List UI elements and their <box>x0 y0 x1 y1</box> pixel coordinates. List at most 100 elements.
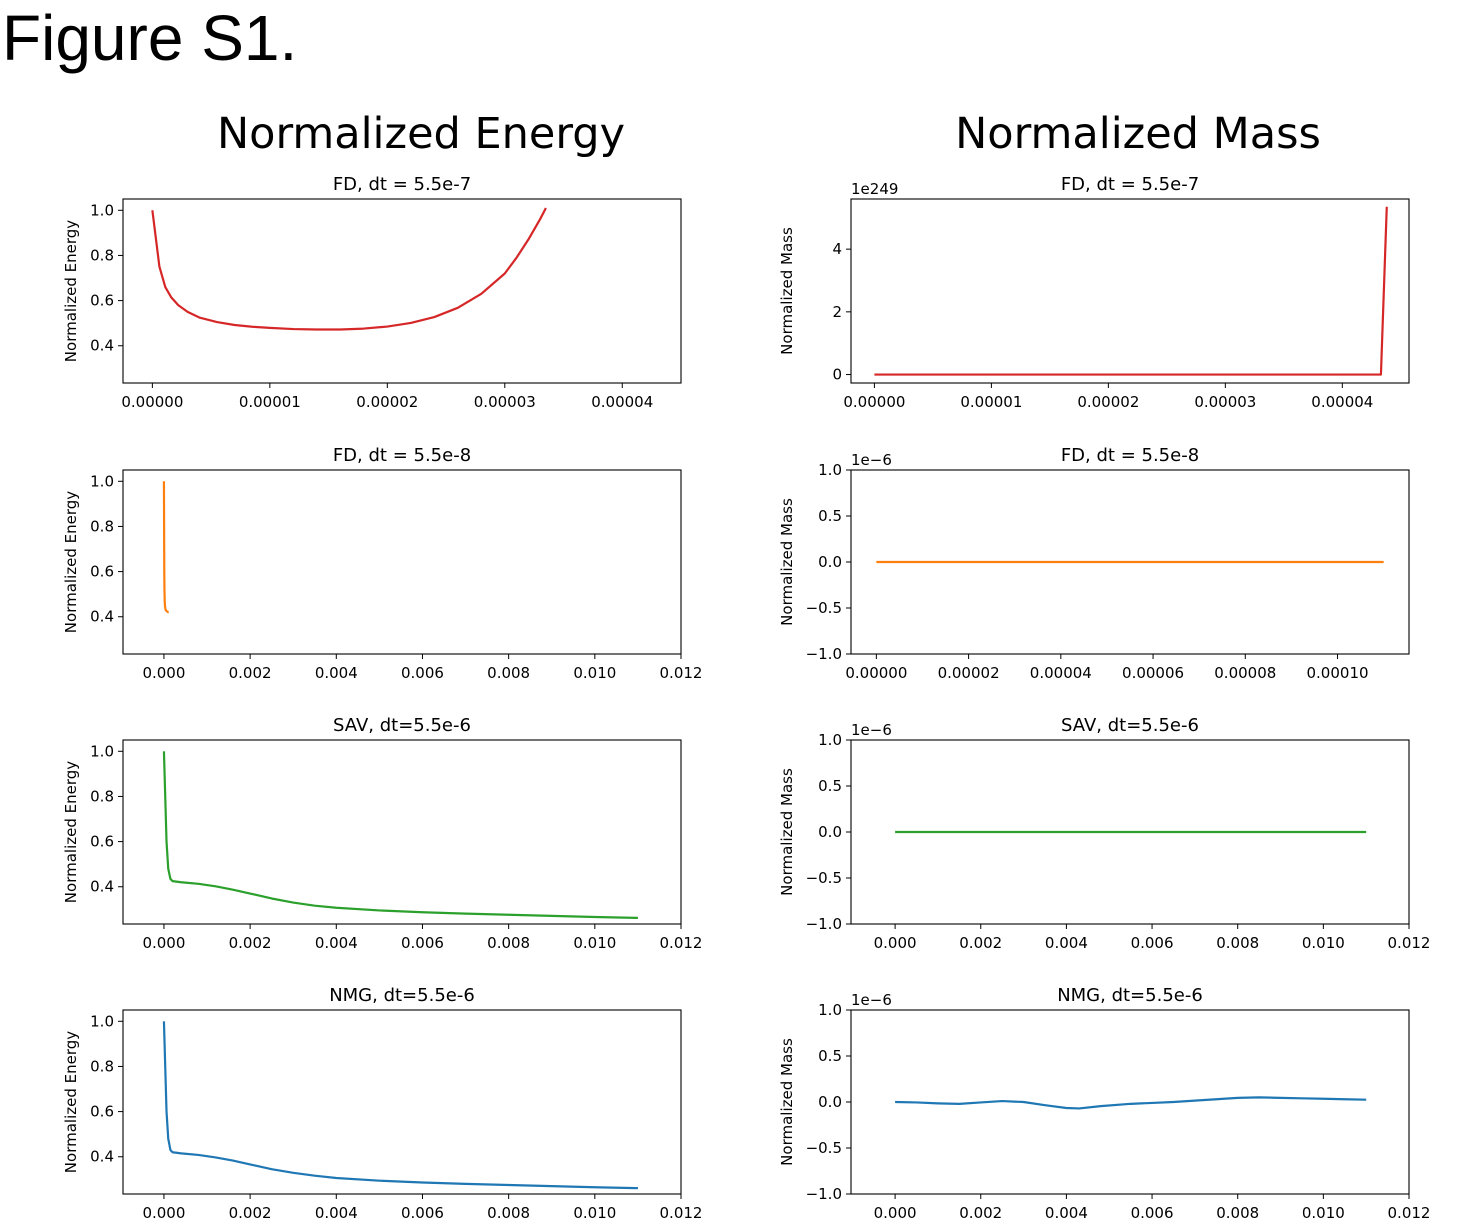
panel-3-x-tick-label: 0.002 <box>229 934 272 952</box>
column-title-mass: Normalized Mass <box>955 109 1321 159</box>
panel-5-x-tick-label: 0.00004 <box>1311 393 1373 411</box>
panel-6-title: FD, dt = 5.5e-8 <box>1061 445 1199 466</box>
panel-8-offset-text: 1e−6 <box>851 991 892 1009</box>
panel-4-axes-frame <box>122 1009 682 1195</box>
panel-3-x-tick-label: 0.012 <box>660 934 703 952</box>
panel-7-x-tick-label: 0.012 <box>1388 934 1431 952</box>
panel-3-x-tick-label: 0.004 <box>315 934 358 952</box>
panel-3-x-tick-label: 0.010 <box>573 934 616 952</box>
panel-1: 0.00000 0.00001 0.00002 0.00003 0.00004 0.4 0.… <box>62 174 682 411</box>
panel-8-axes-frame <box>850 1009 1410 1195</box>
panel-2-x-tick-label: 0.006 <box>401 664 444 682</box>
panel-5: 0.00000 0.00001 0.00002 0.00003 0.00004 0 2 4 FD… <box>778 174 1410 411</box>
panel-3-x-tick-label: 0.006 <box>401 934 444 952</box>
panel-3-axes-frame <box>122 739 682 925</box>
column-title-energy: Normalized Energy <box>216 109 626 159</box>
panel-1-x-tick-label: 0.00004 <box>591 393 653 411</box>
figure-title: Figure S1. <box>2 2 298 74</box>
panel-4-y-tick-label: 1.0 <box>90 1012 114 1030</box>
panel-2-y-tick-label: 1.0 <box>90 472 114 490</box>
panel-8-y-tick-label: −0.5 <box>806 1139 842 1157</box>
panel-7-x-tick-label: 0.006 <box>1131 934 1174 952</box>
panel-4-x-tick-label: 0.000 <box>142 1204 185 1222</box>
panel-7-offset-text: 1e−6 <box>851 721 892 739</box>
panel-4-y-tick-label: 0.8 <box>90 1057 114 1075</box>
panel-7-x-tick-label: 0.008 <box>1216 934 1259 952</box>
panel-3-y-tick-label: 0.4 <box>90 878 114 896</box>
panel-6-y-tick-label: 0.5 <box>818 507 842 525</box>
panel-2-x-tick-label: 0.008 <box>487 664 530 682</box>
panel-1-x-tick-label: 0.00003 <box>474 393 536 411</box>
panel-8-y-tick-label: 0.5 <box>818 1047 842 1065</box>
panel-2-series-line <box>162 481 170 614</box>
panel-4-y-tick-label: 0.4 <box>90 1148 114 1166</box>
panel-6-y-tick-label: 0.0 <box>818 553 842 571</box>
panel-1-y-tick-label: 0.4 <box>90 337 114 355</box>
panel-3-x-tick-label: 0.000 <box>142 934 185 952</box>
panel-1-x-tick-label: 0.00000 <box>121 393 183 411</box>
panel-6-x-tick-label: 0.00000 <box>845 664 907 682</box>
panel-4-y-axis-label: Normalized Energy <box>62 1031 80 1173</box>
panel-7-y-tick-label: −1.0 <box>806 915 842 933</box>
panel-8-x-tick-label: 0.004 <box>1045 1204 1088 1222</box>
panel-7-title: SAV, dt=5.5e-6 <box>1061 715 1199 736</box>
panel-3-y-tick-label: 1.0 <box>90 742 114 760</box>
panel-2-y-tick-label: 0.8 <box>90 517 114 535</box>
panel-7-y-tick-label: 1.0 <box>818 731 842 749</box>
panel-1-x-tick-label: 0.00001 <box>239 393 301 411</box>
panel-3-series-line <box>162 751 638 919</box>
panel-7-x-tick-label: 0.000 <box>874 934 917 952</box>
panel-4-title: NMG, dt=5.5e-6 <box>329 985 475 1006</box>
panel-2-x-tick-label: 0.002 <box>229 664 272 682</box>
panel-1-y-tick-label: 0.6 <box>90 292 114 310</box>
panel-7-y-tick-label: 0.0 <box>818 823 842 841</box>
panel-2-y-axis-label: Normalized Energy <box>62 491 80 633</box>
panel-6-y-tick-label: 1.0 <box>818 461 842 479</box>
panel-6-x-tick-label: 0.00008 <box>1214 664 1276 682</box>
panel-5-axes-frame <box>850 198 1410 384</box>
panel-8-x-tick-label: 0.000 <box>874 1204 917 1222</box>
panel-8-title: NMG, dt=5.5e-6 <box>1057 985 1203 1006</box>
panel-7-y-tick-label: 0.5 <box>818 777 842 795</box>
panel-6-x-tick-label: 0.00010 <box>1307 664 1369 682</box>
panel-5-y-tick-label: 4 <box>832 240 842 258</box>
panel-7-x-tick-label: 0.002 <box>959 934 1002 952</box>
panel-7-y-tick-label: −0.5 <box>806 869 842 887</box>
panel-4-x-tick-label: 0.006 <box>401 1204 444 1222</box>
panel-5-x-tick-label: 0.00001 <box>960 393 1022 411</box>
panel-8-y-tick-label: 1.0 <box>818 1001 842 1019</box>
panel-2-x-tick-label: 0.004 <box>315 664 358 682</box>
panel-2-y-tick-label: 0.6 <box>90 563 114 581</box>
panel-4: 0.000 0.002 0.004 0.006 0.008 0.010 0.012 0.4 0.… <box>62 985 702 1222</box>
panel-4-x-tick-label: 0.004 <box>315 1204 358 1222</box>
panel-3-y-tick-label: 0.6 <box>90 833 114 851</box>
panel-5-x-tick-label: 0.00002 <box>1077 393 1139 411</box>
panel-2-x-tick-label: 0.000 <box>142 664 185 682</box>
panel-8-y-axis-label: Normalized Mass <box>778 1038 796 1166</box>
panel-2-y-tick-label: 0.4 <box>90 608 114 626</box>
panel-4-x-tick-label: 0.008 <box>487 1204 530 1222</box>
panel-6-x-tick-label: 0.00006 <box>1122 664 1184 682</box>
panel-2-axes-frame <box>122 469 682 655</box>
panel-3-y-axis-label: Normalized Energy <box>62 761 80 903</box>
panel-8: 0.000 0.002 0.004 0.006 0.008 0.010 0.012 −1.0 −… <box>778 985 1430 1222</box>
panel-1-y-axis-label: Normalized Energy <box>62 220 80 362</box>
panel-6-y-tick-label: −0.5 <box>806 599 842 617</box>
panel-5-y-tick-label: 2 <box>832 303 842 321</box>
panel-8-x-tick-label: 0.006 <box>1131 1204 1174 1222</box>
panel-2-x-tick-label: 0.012 <box>660 664 703 682</box>
panel-5-x-tick-label: 0.00003 <box>1194 393 1256 411</box>
panel-3-x-tick-label: 0.008 <box>487 934 530 952</box>
panel-4-y-tick-label: 0.6 <box>90 1103 114 1121</box>
panel-6-x-tick-label: 0.00002 <box>938 664 1000 682</box>
panel-1-axes-frame <box>122 198 682 384</box>
panel-5-title: FD, dt = 5.5e-7 <box>1061 174 1199 195</box>
panel-5-series-line <box>874 206 1388 376</box>
panel-5-x-tick-label: 0.00000 <box>843 393 905 411</box>
panel-4-x-tick-label: 0.002 <box>229 1204 272 1222</box>
panel-7: 0.000 0.002 0.004 0.006 0.008 0.010 0.012 −1.0 −… <box>778 715 1430 952</box>
panel-2: 0.000 0.002 0.004 0.006 0.008 0.010 0.012 0.4 0.… <box>62 445 702 682</box>
panel-8-y-tick-label: −1.0 <box>806 1185 842 1203</box>
panel-8-x-tick-label: 0.010 <box>1302 1204 1345 1222</box>
